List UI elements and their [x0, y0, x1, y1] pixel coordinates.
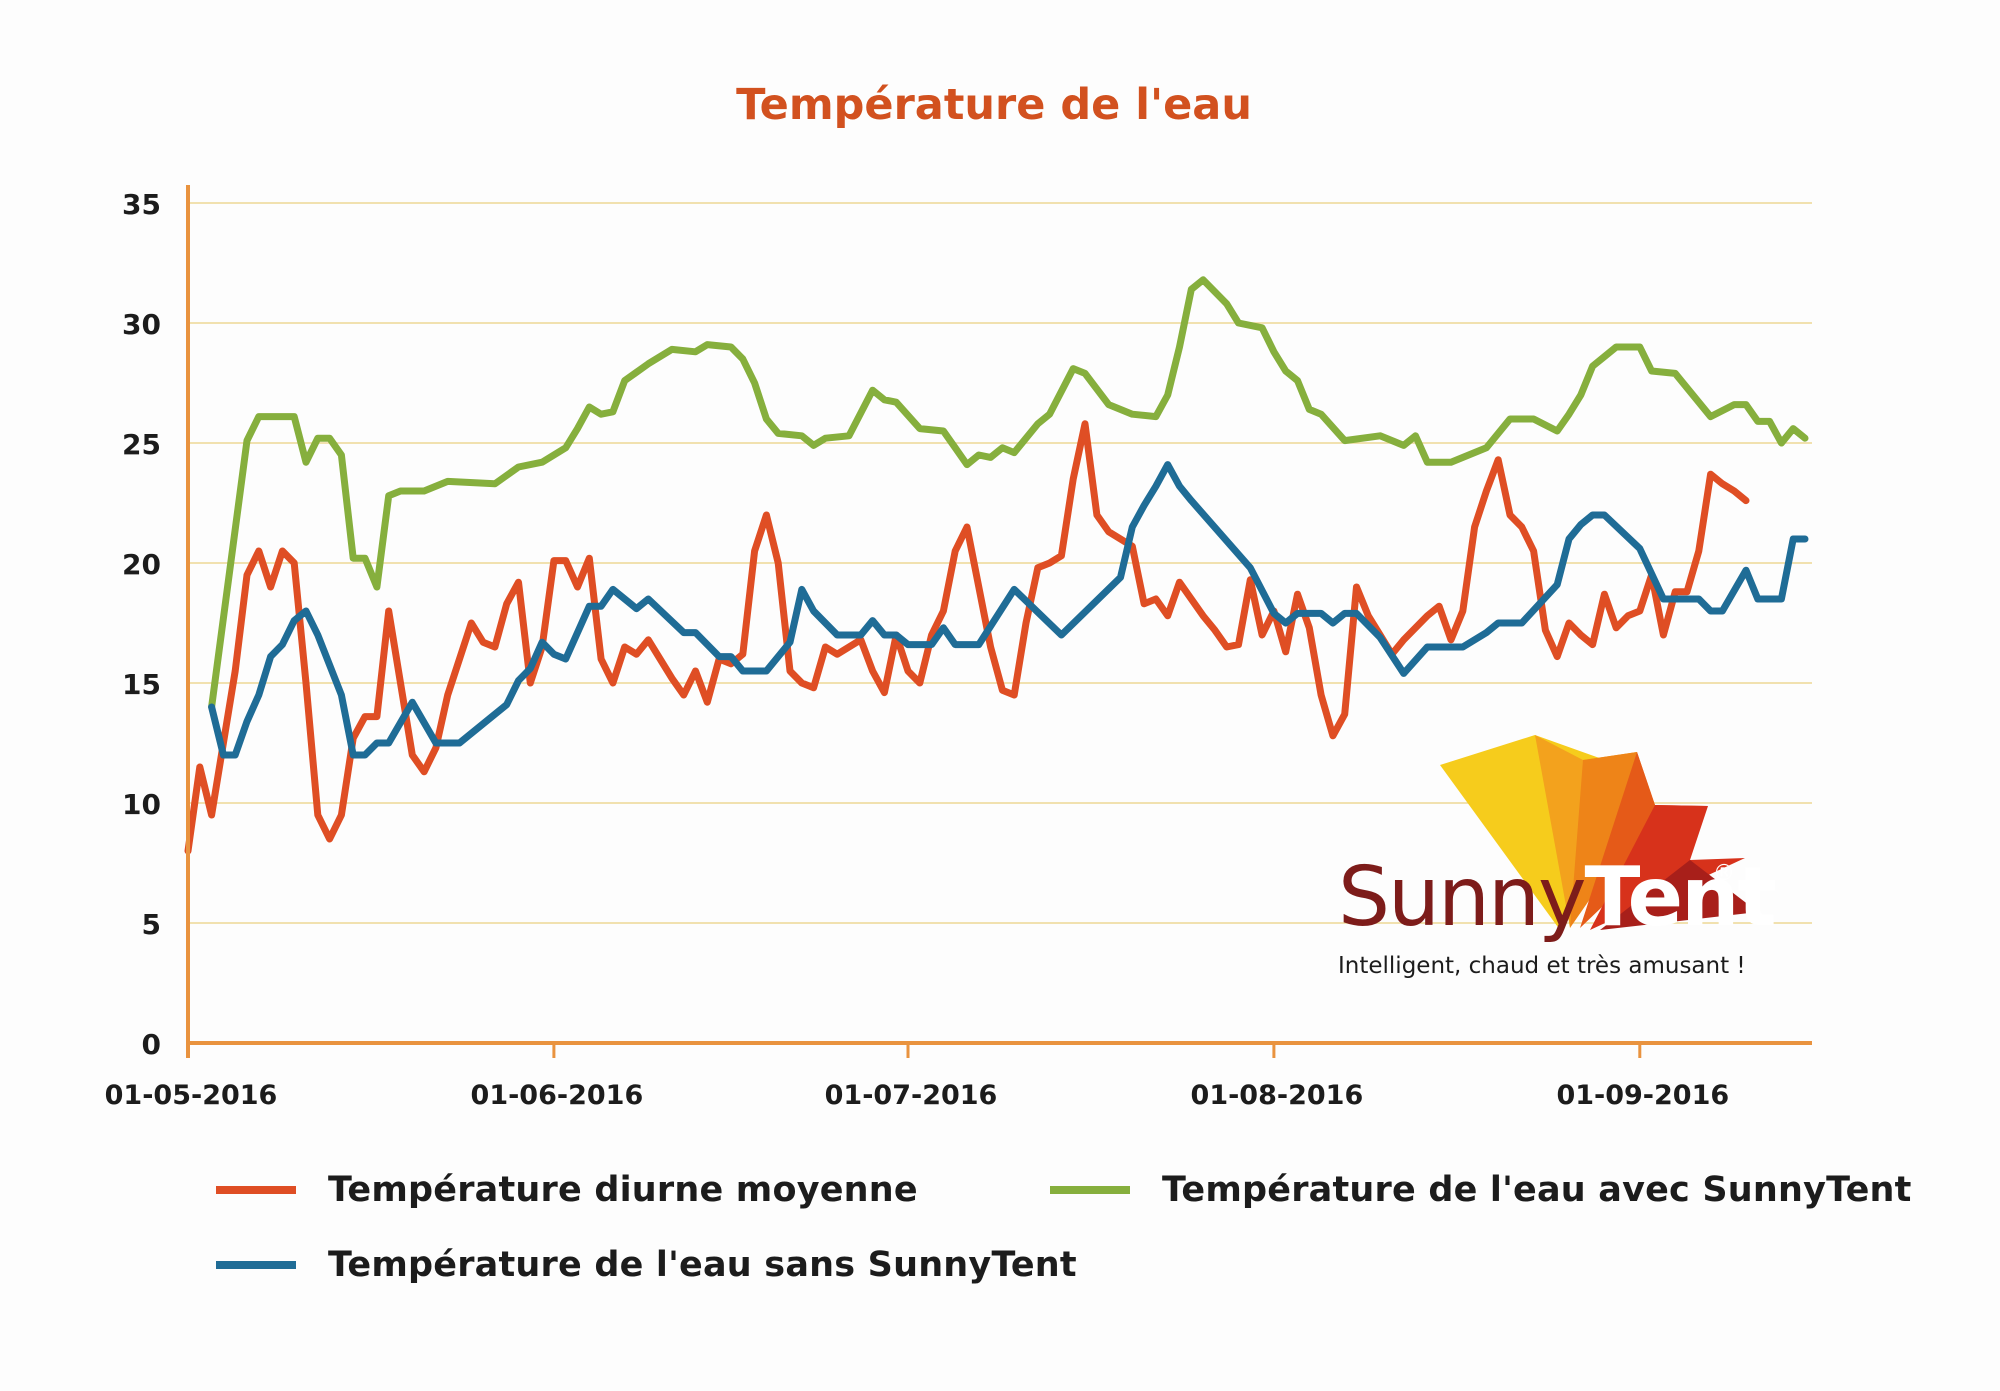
y-tick-label-35: 35 — [122, 188, 161, 221]
y-tick-label-30: 30 — [122, 308, 161, 341]
y-tick-label-20: 20 — [122, 548, 161, 581]
sunnytent-logo: SunnyTent ® Intelligent, chaud et très a… — [1338, 735, 1778, 979]
legend-label-with-sunnytent: Température de l'eau avec SunnyTent — [1162, 1170, 1912, 1210]
logo-tagline: Intelligent, chaud et très amusant ! — [1338, 953, 1746, 979]
axes — [186, 185, 1812, 1058]
logo-registered-mark: ® — [1713, 861, 1735, 886]
logo-sun-ray-dark-red — [1600, 860, 1758, 930]
x-tick-label-1: 01-06-2016 — [471, 1080, 644, 1111]
logo-sun-ray-red — [1590, 805, 1745, 930]
x-tick-label-3: 01-08-2016 — [1191, 1080, 1364, 1111]
series-lines — [184, 276, 1809, 855]
series-line-2 — [208, 461, 1809, 759]
logo-wordmark: SunnyTent — [1338, 850, 1776, 945]
legend-item-daily-average: Température diurne moyenne — [216, 1170, 918, 1210]
legend-swatch-without-sunnytent — [216, 1261, 296, 1269]
logo-wordmark-tent: Tent — [1585, 850, 1776, 945]
y-tick-label-15: 15 — [122, 668, 161, 701]
legend-swatch-with-sunnytent — [1050, 1186, 1130, 1194]
logo-wordmark-sunny: Sunny — [1338, 850, 1585, 945]
y-axis-ticks: 0 5 10 15 20 25 30 35 — [122, 188, 161, 1061]
series-line-1 — [208, 276, 1809, 711]
y-tick-label-0: 0 — [142, 1028, 161, 1061]
y-tick-label-10: 10 — [122, 788, 161, 821]
legend-label-daily-average: Température diurne moyenne — [328, 1170, 918, 1210]
legend-label-without-sunnytent: Température de l'eau sans SunnyTent — [328, 1245, 1077, 1285]
x-tick-label-0: 01-05-2016 — [105, 1080, 278, 1111]
chart-title: Température de l'eau — [736, 80, 1252, 130]
y-tick-label-5: 5 — [142, 908, 161, 941]
y-tick-label-25: 25 — [122, 428, 161, 461]
x-tick-label-2: 01-07-2016 — [825, 1080, 998, 1111]
legend-swatch-daily-average — [216, 1186, 296, 1194]
legend-item-with-sunnytent: Température de l'eau avec SunnyTent — [1050, 1170, 1912, 1210]
series-line-0 — [184, 420, 1750, 855]
x-axis-ticks: 01-05-2016 01-06-2016 01-07-2016 01-08-2016… — [105, 1043, 1729, 1111]
legend-item-without-sunnytent: Température de l'eau sans SunnyTent — [216, 1245, 1077, 1285]
x-tick-label-4: 01-09-2016 — [1556, 1080, 1729, 1111]
